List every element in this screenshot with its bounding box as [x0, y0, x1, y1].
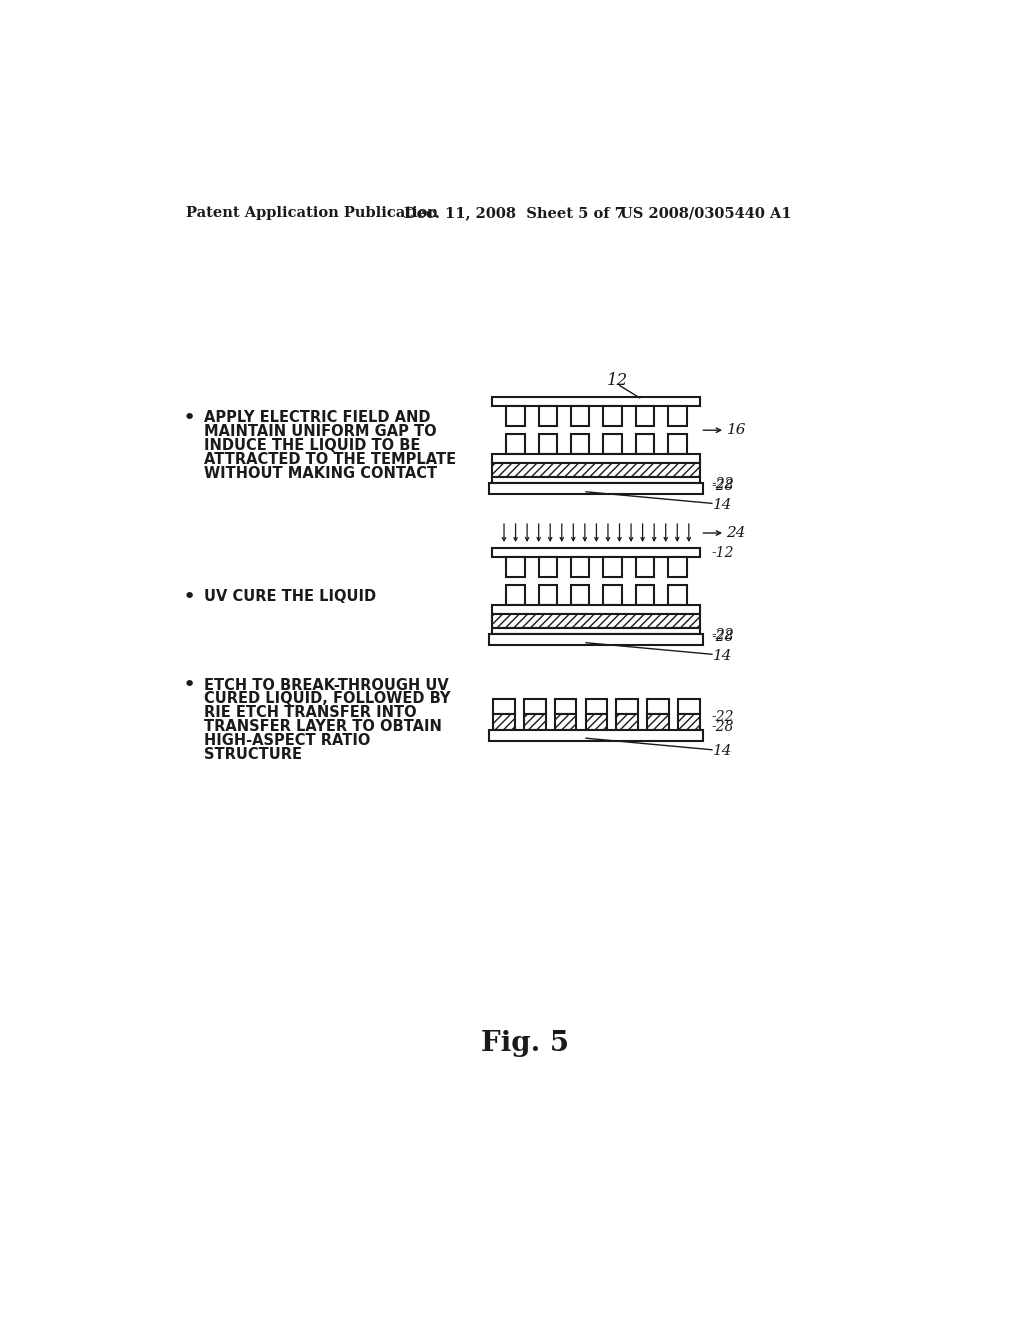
Polygon shape [493, 454, 700, 463]
Polygon shape [555, 700, 577, 714]
Polygon shape [493, 478, 700, 483]
Text: RIE ETCH TRANSFER INTO: RIE ETCH TRANSFER INTO [204, 705, 417, 721]
Polygon shape [493, 605, 700, 614]
Text: Dec. 11, 2008  Sheet 5 of 7: Dec. 11, 2008 Sheet 5 of 7 [403, 206, 625, 220]
Polygon shape [539, 557, 557, 577]
Text: •: • [183, 408, 197, 428]
Polygon shape [493, 463, 700, 478]
Text: 16: 16 [727, 424, 746, 437]
Text: MAINTAIN UNIFORM GAP TO: MAINTAIN UNIFORM GAP TO [204, 424, 436, 440]
Text: -22: -22 [712, 628, 734, 642]
Polygon shape [603, 434, 622, 454]
Text: -28: -28 [712, 479, 734, 494]
Polygon shape [616, 700, 638, 714]
Polygon shape [555, 714, 577, 730]
Text: 24: 24 [727, 525, 746, 540]
Text: HIGH-ASPECT RATIO: HIGH-ASPECT RATIO [204, 733, 370, 748]
Text: -22: -22 [712, 477, 734, 491]
Text: -22: -22 [712, 710, 734, 725]
Polygon shape [489, 635, 703, 645]
Polygon shape [603, 407, 622, 426]
Text: CURED LIQUID, FOLLOWED BY: CURED LIQUID, FOLLOWED BY [204, 692, 451, 706]
Text: ATTRACTED TO THE TEMPLATE: ATTRACTED TO THE TEMPLATE [204, 451, 456, 467]
Text: UV CURE THE LIQUID: UV CURE THE LIQUID [204, 589, 376, 605]
Polygon shape [668, 585, 686, 605]
Text: WITHOUT MAKING CONTACT: WITHOUT MAKING CONTACT [204, 466, 437, 480]
Polygon shape [539, 585, 557, 605]
Polygon shape [586, 714, 607, 730]
Polygon shape [636, 407, 654, 426]
Polygon shape [603, 585, 622, 605]
Text: APPLY ELECTRIC FIELD AND: APPLY ELECTRIC FIELD AND [204, 411, 430, 425]
Polygon shape [586, 700, 607, 714]
Polygon shape [524, 714, 546, 730]
Polygon shape [489, 483, 703, 494]
Polygon shape [668, 557, 686, 577]
Text: -12: -12 [712, 545, 734, 560]
Polygon shape [571, 557, 590, 577]
Text: Patent Application Publication: Patent Application Publication [186, 206, 438, 220]
Polygon shape [494, 700, 515, 714]
Polygon shape [494, 714, 515, 730]
Polygon shape [668, 434, 686, 454]
Text: TRANSFER LAYER TO OBTAIN: TRANSFER LAYER TO OBTAIN [204, 719, 441, 734]
Polygon shape [489, 730, 703, 741]
Polygon shape [506, 407, 524, 426]
Text: 14: 14 [713, 744, 732, 758]
Text: •: • [183, 586, 197, 606]
Text: -28: -28 [712, 719, 734, 734]
Polygon shape [668, 407, 686, 426]
Polygon shape [678, 700, 699, 714]
Polygon shape [506, 557, 524, 577]
Polygon shape [678, 714, 699, 730]
Polygon shape [493, 628, 700, 635]
Polygon shape [647, 700, 669, 714]
Polygon shape [571, 585, 590, 605]
Polygon shape [539, 434, 557, 454]
Polygon shape [493, 614, 700, 628]
Polygon shape [493, 397, 700, 407]
Text: 14: 14 [713, 649, 732, 663]
Polygon shape [524, 700, 546, 714]
Polygon shape [636, 434, 654, 454]
Text: US 2008/0305440 A1: US 2008/0305440 A1 [620, 206, 792, 220]
Text: 12: 12 [607, 372, 628, 388]
Text: 14: 14 [713, 498, 732, 512]
Text: INDUCE THE LIQUID TO BE: INDUCE THE LIQUID TO BE [204, 438, 420, 453]
Text: STRUCTURE: STRUCTURE [204, 747, 302, 762]
Text: ETCH TO BREAK-THROUGH UV: ETCH TO BREAK-THROUGH UV [204, 677, 449, 693]
Polygon shape [636, 585, 654, 605]
Polygon shape [571, 434, 590, 454]
Polygon shape [539, 407, 557, 426]
Polygon shape [493, 548, 700, 557]
Polygon shape [636, 557, 654, 577]
Text: Fig. 5: Fig. 5 [480, 1031, 569, 1057]
Polygon shape [506, 585, 524, 605]
Text: -28: -28 [712, 631, 734, 644]
Polygon shape [571, 407, 590, 426]
Polygon shape [506, 434, 524, 454]
Polygon shape [647, 714, 669, 730]
Polygon shape [603, 557, 622, 577]
Polygon shape [616, 714, 638, 730]
Text: •: • [183, 675, 197, 696]
